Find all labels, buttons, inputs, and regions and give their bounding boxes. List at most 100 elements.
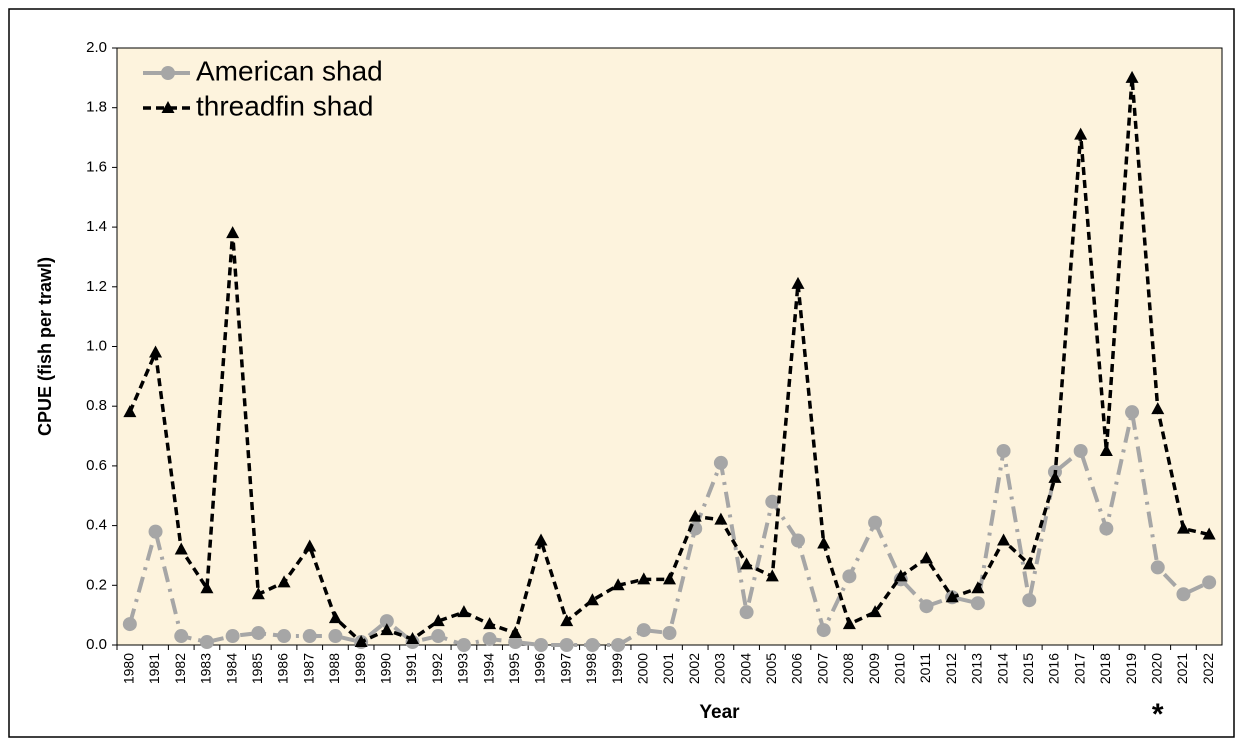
data-point [919,551,933,564]
y-tick-label: 0.2 [86,576,107,593]
data-point [662,626,677,641]
data-point [842,569,857,584]
plot-area [116,47,1223,646]
y-axis-title: CPUE (fish per trawl) [35,257,55,436]
data-point [611,638,626,652]
legend-marker [161,101,175,113]
data-point [739,605,754,620]
data-point [483,617,497,630]
data-point [636,623,651,638]
y-tick-label: 0.8 [86,397,107,414]
x-tick-label: 2012 [943,653,959,684]
x-tick-label: 2014 [994,653,1010,684]
x-tick-label: 1996 [532,653,548,684]
data-point [226,226,240,239]
x-tick-label: 2021 [1174,653,1190,684]
data-point [765,569,779,582]
data-point [637,572,651,585]
y-tick-label: 1.4 [86,218,107,235]
x-tick-label: 1994 [480,653,496,684]
data-point [842,617,856,630]
data-point [379,614,394,629]
x-tick-label: 1983 [198,653,214,684]
x-tick-label: 1985 [249,653,265,684]
data-point [251,587,265,600]
data-point [251,626,266,641]
data-point [534,638,549,652]
x-tick-label: 2005 [763,653,779,684]
x-tick-label: 2018 [1097,653,1113,684]
x-tick-label: 2004 [737,653,753,684]
data-point [431,629,446,644]
x-tick-label: 1995 [506,653,522,684]
data-point [1176,587,1191,602]
data-point [354,635,368,648]
x-tick-label: 1991 [403,653,419,684]
data-point [277,629,292,644]
data-point [380,623,394,636]
data-point [1176,521,1190,534]
x-tick-label: 1980 [121,653,137,684]
data-point [508,626,522,639]
legend-marker [161,66,175,80]
y-tick-label: 0.4 [86,517,107,534]
x-tick-label: 2016 [1046,653,1062,684]
x-tick-label: 1981 [146,653,162,684]
data-point [1022,557,1036,570]
data-point [560,614,574,627]
data-point [611,578,625,591]
data-point [1125,405,1140,420]
data-point [431,614,445,627]
data-point [1048,470,1062,483]
data-point [919,599,934,614]
data-point [1099,443,1113,456]
x-tick-label: 1984 [223,653,239,684]
data-point [1151,402,1165,415]
x-tick-label: 2010 [891,653,907,684]
x-tick-label: 1997 [557,653,573,684]
x-tick-label: 1986 [275,653,291,684]
data-point [1073,443,1088,458]
data-point [585,638,600,652]
x-tick-label: 2011 [917,653,933,683]
x-axis-title: Year [699,702,740,723]
x-tick-label: 2022 [1200,653,1216,684]
data-point [765,494,780,509]
data-point [868,515,883,530]
data-point [1150,560,1165,575]
x-tick-label: 1999 [609,653,625,684]
legend-label: threadfin shad [196,90,373,121]
x-tick-label: 2006 [789,653,805,684]
x-tick-label: 1998 [583,653,599,684]
x-tick-label: 2002 [686,653,702,684]
data-point [688,509,702,522]
data-point [149,345,163,358]
data-point [816,623,831,638]
data-point [200,581,214,594]
x-tick-label: 2001 [660,653,676,684]
data-point [328,611,342,624]
data-point [456,638,471,652]
x-tick-label: 1993 [455,653,471,684]
data-point [713,455,728,470]
data-point [277,575,291,588]
data-point [945,590,959,603]
x-tick-label: 2008 [840,653,856,684]
data-point [559,638,574,652]
x-tick-label: 1989 [352,653,368,684]
data-point [714,512,728,525]
legend-label: American shad [196,55,383,86]
x-tick-label: 2013 [969,653,985,684]
data-point [1022,593,1037,608]
data-point [996,443,1011,458]
x-tick-label: 2000 [635,653,651,684]
x-tick-label: 1988 [326,653,342,684]
data-point [482,632,497,647]
data-point [534,533,548,546]
x-tick-label: 2019 [1123,653,1139,684]
data-point [894,569,908,582]
data-point [457,605,471,618]
data-point [1099,521,1114,536]
data-point [508,635,523,650]
y-tick-label: 1.2 [86,278,107,295]
